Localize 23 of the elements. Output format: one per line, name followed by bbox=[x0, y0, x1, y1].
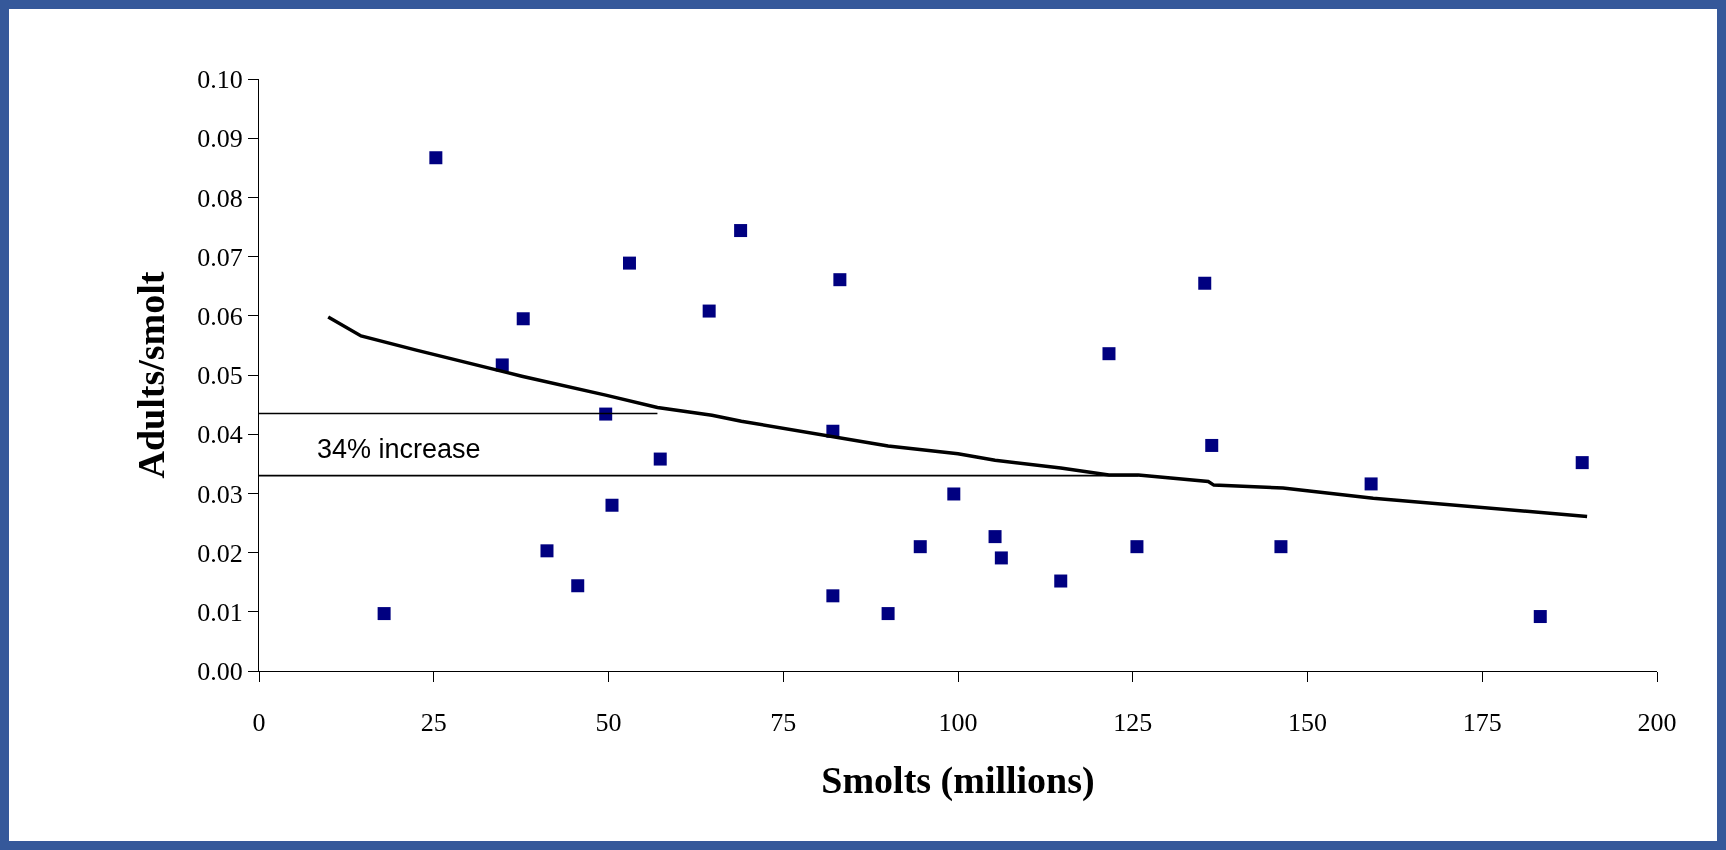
y-tick-label: 0.02 bbox=[197, 538, 243, 568]
x-tick-label: 0 bbox=[252, 708, 266, 738]
x-tick-label: 25 bbox=[420, 708, 447, 738]
x-tick-label: 50 bbox=[595, 708, 622, 738]
y-axis-title: Adults/smolt bbox=[130, 271, 173, 479]
x-tick-label: 75 bbox=[770, 708, 797, 738]
y-tick-label: 0.01 bbox=[197, 597, 243, 627]
x-tick-label: 150 bbox=[1288, 708, 1327, 738]
y-tick-label: 0.00 bbox=[197, 657, 243, 687]
x-tick-label: 125 bbox=[1113, 708, 1153, 738]
y-tick-label: 0.03 bbox=[197, 479, 243, 509]
y-tick-label: 0.06 bbox=[197, 301, 243, 331]
y-tick-label: 0.10 bbox=[197, 65, 243, 95]
x-tick-label: 100 bbox=[938, 708, 978, 738]
x-tick-label: 200 bbox=[1637, 708, 1677, 738]
y-tick-label: 0.04 bbox=[197, 420, 243, 450]
x-axis-title: Smolts (millions) bbox=[821, 759, 1095, 803]
annotation: 34% increase bbox=[317, 434, 481, 464]
y-tick-label: 0.05 bbox=[197, 361, 243, 391]
y-tick-label: 0.08 bbox=[197, 183, 243, 213]
y-tick-label: 0.07 bbox=[197, 242, 243, 272]
x-tick-label: 175 bbox=[1462, 708, 1502, 738]
y-tick-label: 0.09 bbox=[197, 124, 243, 154]
